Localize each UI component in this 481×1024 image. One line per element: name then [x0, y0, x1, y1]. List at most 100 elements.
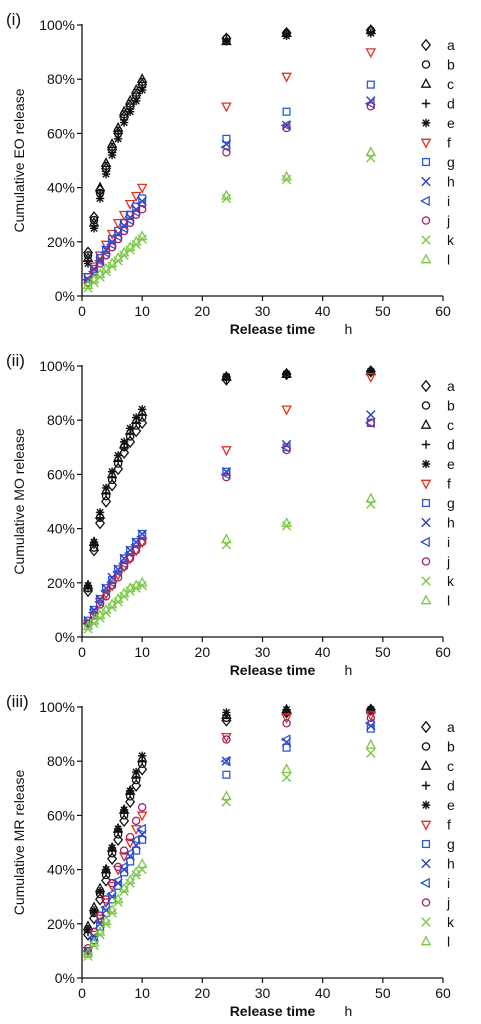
legend-marker-e — [421, 459, 431, 469]
legend-marker-b — [421, 60, 431, 69]
data-point-f — [221, 446, 232, 457]
data-point-e — [83, 581, 93, 590]
data-point-j — [107, 581, 117, 590]
data-point-g — [126, 857, 135, 866]
data-point-j — [366, 713, 376, 723]
data-point-j — [366, 102, 376, 111]
legend-marker-b — [421, 742, 431, 751]
data-points — [81, 365, 377, 634]
data-point-e — [107, 843, 117, 853]
x-tick-label: 20 — [195, 303, 211, 319]
x-tick-label: 20 — [195, 985, 211, 1001]
data-point-l — [281, 170, 292, 181]
data-point-j — [125, 832, 135, 842]
legend-marker-k — [421, 235, 431, 245]
data-point-e — [83, 259, 93, 268]
y-tick-label: 0% — [55, 629, 75, 645]
data-point-a — [88, 544, 100, 557]
data-point-e — [137, 85, 147, 95]
y-axis-title: Cumulative MR release — [11, 770, 27, 916]
data-point-e — [113, 134, 123, 144]
data-point-g — [366, 80, 375, 89]
data-point-j — [107, 242, 117, 252]
x-tick-label: 30 — [255, 644, 271, 660]
data-point-e — [95, 508, 105, 517]
legend-label-b: b — [447, 398, 455, 414]
data-point-e — [101, 169, 111, 179]
data-point-e — [95, 194, 105, 203]
data-point-l — [88, 614, 100, 625]
data-point-e — [119, 437, 129, 447]
x-tick-label: 30 — [255, 985, 271, 1001]
chart-panel-mr: (iii) 0% 20% 40% 60% 80% 100% 0 10 20 30 40 50 60 Rele… — [0, 682, 481, 1023]
data-point-l — [106, 257, 118, 268]
data-point-c — [136, 73, 148, 84]
legend-label-a: a — [447, 719, 455, 735]
data-point-l — [100, 262, 112, 273]
x-tick-label: 50 — [375, 985, 391, 1001]
data-point-h — [366, 410, 376, 420]
y-axis-title: Cumulative EO release — [11, 88, 27, 232]
legend-label-a: a — [447, 378, 455, 394]
data-point-l — [136, 858, 148, 869]
legend-marker-j — [421, 216, 431, 225]
y-tick-label: 40% — [47, 862, 75, 878]
legend-label-c: c — [447, 758, 454, 774]
x-tick-label: 30 — [255, 303, 271, 319]
legend-marker-g — [421, 157, 431, 167]
data-point-e — [131, 413, 141, 422]
data-point-a — [101, 495, 112, 508]
data-point-c — [118, 105, 130, 116]
legend-label-h: h — [447, 856, 455, 872]
data-point-e — [131, 96, 141, 106]
y-tick-label: 40% — [47, 521, 75, 537]
y-tick-label: 60% — [47, 807, 75, 823]
data-point-a — [119, 814, 130, 828]
data-point-j — [137, 205, 147, 214]
legend-marker-d — [421, 99, 431, 108]
y-tick-label: 100% — [39, 17, 75, 33]
data-point-i — [220, 755, 231, 767]
legend-label-d: d — [447, 778, 455, 794]
data-point-j — [119, 846, 129, 855]
data-point-l — [281, 763, 292, 774]
data-point-a — [95, 516, 106, 530]
data-point-l — [221, 790, 232, 801]
legend-label-c: c — [447, 76, 454, 92]
data-point-l — [112, 251, 124, 262]
data-point-j — [131, 546, 141, 555]
data-point-l — [88, 936, 100, 947]
data-point-l — [136, 576, 148, 587]
data-point-l — [136, 230, 148, 241]
y-tick-label: 0% — [55, 970, 75, 986]
data-point-j — [222, 472, 231, 482]
legend-label-b: b — [447, 739, 455, 755]
chart-panel-mo: (ii) 0% 20% 40% 60% 80% 100% 0 10 20 30 40 50 60 Relea… — [0, 341, 481, 682]
legend-marker-h — [421, 517, 431, 528]
x-axis-unit: h — [345, 662, 353, 678]
data-point-e — [125, 107, 135, 116]
x-tick-label: 40 — [315, 644, 331, 660]
data-point-a — [131, 424, 142, 438]
x-tick-label: 60 — [435, 644, 451, 660]
x-axis-title: Release time — [230, 321, 316, 337]
y-tick-label: 80% — [47, 412, 75, 428]
legend-label-j: j — [446, 213, 450, 229]
chart-mr-svg: (iii) 0% 20% 40% 60% 80% 100% 0 10 20 30 40 50 60 Rele… — [6, 692, 455, 1019]
legend-label-l: l — [447, 252, 450, 268]
legend-label-i: i — [447, 193, 450, 209]
x-tick-label: 0 — [78, 303, 86, 319]
legend-marker-c — [420, 77, 432, 88]
data-point-i — [99, 902, 110, 913]
chart-mo-svg: (ii) 0% 20% 40% 60% 80% 100% 0 10 20 30 40 50 60 Relea… — [6, 351, 455, 678]
legend-marker-a — [420, 720, 432, 734]
data-point-l — [100, 603, 112, 614]
data-point-l — [365, 146, 377, 157]
data-point-e — [113, 451, 123, 460]
legend-label-e: e — [447, 115, 455, 131]
legend-label-k: k — [447, 914, 455, 930]
legend-label-g: g — [447, 495, 455, 511]
panel-label: (ii) — [6, 351, 25, 370]
